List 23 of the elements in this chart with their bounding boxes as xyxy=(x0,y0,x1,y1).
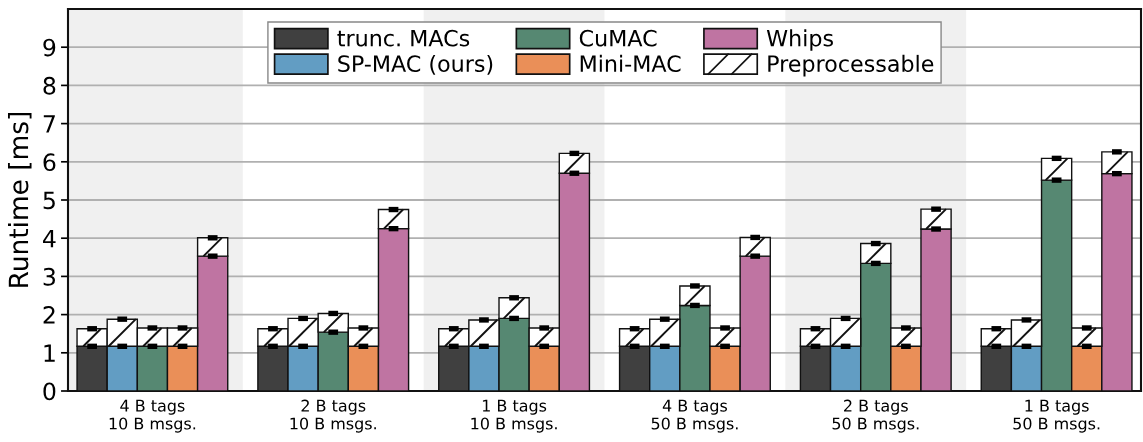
x-tick-label: 1 B tags 50 B msgs. xyxy=(1013,399,1100,433)
legend-label: SP-MAC (ours) xyxy=(338,54,493,75)
y-axis-title: Runtime [ms] xyxy=(7,112,32,287)
y-tick-label: 4 xyxy=(43,229,56,248)
y-tick-label: 3 xyxy=(43,267,55,286)
legend-label: CuMAC xyxy=(579,29,657,47)
legend-label: Whips xyxy=(766,29,833,51)
y-tick-label: 0 xyxy=(43,382,56,401)
y-tick-label: 8 xyxy=(43,76,56,95)
legend-label: Preprocessable xyxy=(768,54,934,77)
x-tick-label: 2 B tags 50 B msgs. xyxy=(832,399,919,433)
y-tick-label: 1 xyxy=(44,344,55,362)
x-tick-label: 1 B tags 10 B msgs. xyxy=(471,399,557,433)
x-tick-label: 4 B tags 10 B msgs. xyxy=(109,399,196,433)
legend-label: Mini-MAC xyxy=(580,54,681,73)
y-tick-label: 9 xyxy=(43,38,56,57)
y-tick-label: 7 xyxy=(43,115,55,133)
y-tick-label: 5 xyxy=(43,191,55,210)
y-tick-label: 6 xyxy=(43,153,56,172)
y-tick-label: 2 xyxy=(43,306,55,324)
legend-label: trunc. MACs xyxy=(337,29,470,47)
x-tick-label: 4 B tags 50 B msgs. xyxy=(651,399,738,433)
x-tick-label: 2 B tags 10 B msgs. xyxy=(290,399,376,433)
